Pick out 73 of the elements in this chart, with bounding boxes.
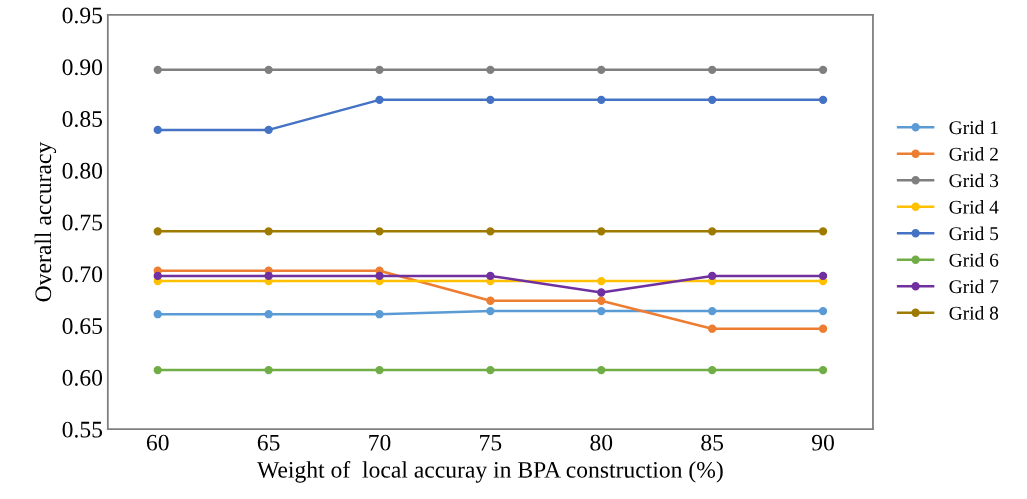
- y-tick-label: 0.95: [62, 7, 103, 24]
- point: [597, 227, 606, 236]
- point: [264, 227, 273, 236]
- point: [153, 227, 162, 236]
- point: [264, 310, 273, 319]
- point: [153, 125, 162, 135]
- point: [375, 310, 384, 319]
- point: [707, 324, 717, 333]
- point: [486, 296, 495, 305]
- point: [153, 271, 162, 281]
- y-tick-label: 0.75: [62, 214, 103, 231]
- point: [486, 95, 495, 105]
- point: [153, 65, 162, 75]
- point: [818, 227, 828, 236]
- y-axis-title: Overall accuracy: [34, 141, 57, 302]
- legend-label: Grid 1: [949, 120, 998, 135]
- x-tick-label: 80: [590, 434, 613, 451]
- point: [597, 365, 606, 375]
- legend-label: Grid 5: [949, 226, 999, 241]
- point: [707, 95, 717, 105]
- point: [597, 276, 606, 286]
- point: [597, 95, 606, 105]
- x-tick-label: 60: [146, 434, 169, 451]
- point: [264, 125, 273, 135]
- legend-label: Grid 2: [949, 147, 998, 161]
- point: [153, 365, 162, 375]
- legend-label: Grid 3: [949, 173, 999, 188]
- point: [818, 65, 828, 75]
- point: [486, 306, 495, 316]
- y-tick-label: 0.55: [62, 421, 103, 438]
- point: [153, 310, 162, 319]
- legend-label: Grid 6: [949, 253, 999, 267]
- point: [486, 65, 495, 75]
- point: [486, 227, 495, 236]
- y-tick-label: 0.90: [62, 59, 103, 76]
- point: [818, 365, 828, 375]
- x-tick-label: 70: [369, 434, 391, 451]
- x-tick-label: 85: [701, 434, 724, 451]
- point: [597, 296, 606, 305]
- x-tick-label: 90: [812, 434, 834, 451]
- point: [597, 65, 606, 75]
- point: [707, 65, 717, 75]
- y-tick-label: 0.80: [62, 162, 103, 179]
- legend-label: Grid 4: [949, 200, 999, 214]
- point: [264, 271, 273, 281]
- y-tick-label: 0.60: [62, 369, 103, 386]
- point: [375, 271, 384, 281]
- x-axis-title: Weight of local accuray in BPA construction (%): [257, 460, 723, 483]
- point: [264, 365, 273, 375]
- point: [375, 227, 384, 236]
- legend-label: Grid 8: [949, 306, 999, 320]
- point: [486, 365, 495, 375]
- point: [707, 271, 717, 281]
- x-tick-label: 65: [257, 434, 280, 451]
- point: [264, 65, 273, 75]
- point: [375, 95, 384, 105]
- x-tick-label: 75: [480, 434, 502, 451]
- point: [597, 306, 606, 316]
- point: [707, 365, 717, 375]
- point: [597, 288, 606, 297]
- point: [375, 365, 384, 375]
- point: [818, 324, 828, 333]
- point: [818, 95, 828, 105]
- point: [486, 271, 495, 281]
- point: [818, 271, 828, 281]
- point: [818, 306, 828, 316]
- point: [707, 306, 717, 316]
- y-tick-label: 0.85: [62, 111, 103, 128]
- y-tick-label: 0.70: [62, 266, 103, 283]
- legend-label: Grid 7: [949, 279, 999, 294]
- y-tick-label: 0.65: [62, 318, 103, 335]
- point: [707, 227, 717, 236]
- point: [375, 65, 384, 75]
